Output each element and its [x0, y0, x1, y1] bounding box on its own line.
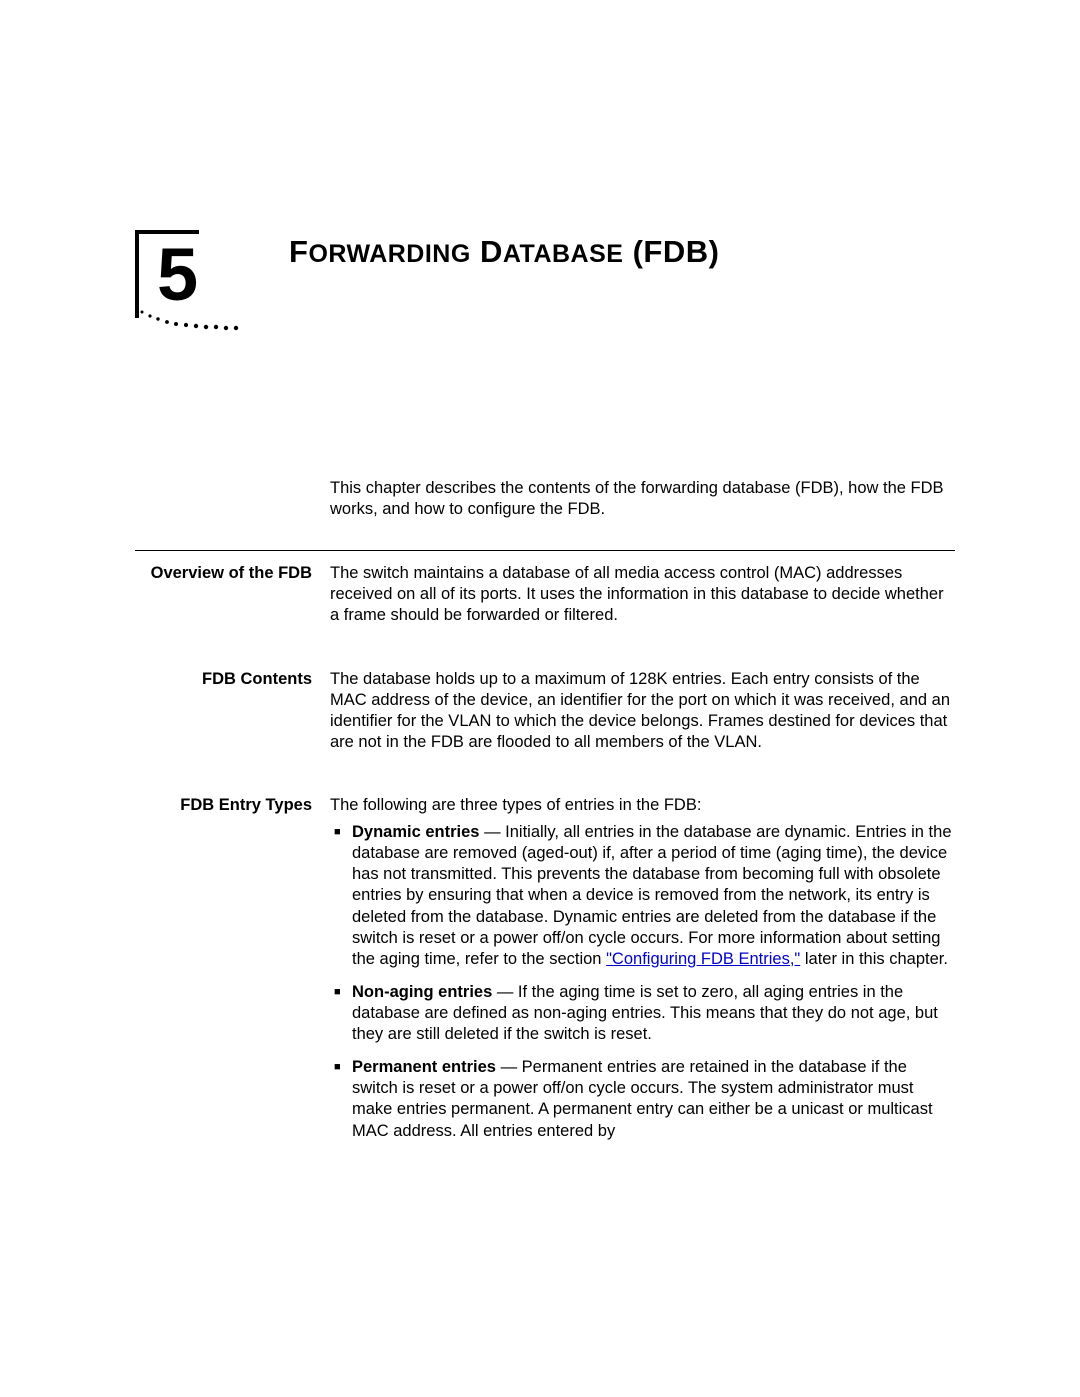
intro-row: This chapter describes the contents of t…	[135, 478, 955, 520]
list-item-text: Dynamic entries — Initially, all entries…	[352, 822, 955, 970]
entry-pre: — Initially, all entries in the database…	[352, 823, 952, 968]
body-content: This chapter describes the contents of t…	[135, 478, 955, 1172]
chapter-number-box: 5	[135, 230, 199, 318]
bullet-icon: ■	[330, 822, 352, 970]
document-page: 5 FORWARDING DATABASE (FDB) This chapter…	[0, 0, 1080, 1397]
fdb-entry-types-label: FDB Entry Types	[135, 795, 312, 816]
bullet-icon: ■	[330, 1057, 352, 1141]
entry-bold: Dynamic entries	[352, 823, 479, 841]
fdb-contents-label-col: FDB Contents	[135, 669, 330, 753]
dots-decoration-icon	[139, 308, 249, 336]
entry-bold: Permanent entries	[352, 1058, 496, 1076]
chapter-header: 5 FORWARDING DATABASE (FDB)	[135, 230, 955, 318]
bullet-icon: ■	[330, 982, 352, 1045]
fdb-entry-types-section: FDB Entry Types The following are three …	[135, 795, 955, 1154]
overview-section: Overview of the FDB The switch maintains…	[135, 563, 955, 626]
spacer	[135, 645, 955, 669]
intro-left-spacer	[135, 478, 330, 520]
fdb-contents-section: FDB Contents The database holds up to a …	[135, 669, 955, 753]
section-divider	[135, 550, 955, 551]
fdb-entry-types-label-col: FDB Entry Types	[135, 795, 330, 1154]
configuring-fdb-link[interactable]: "Configuring FDB Entries,"	[606, 950, 800, 968]
fdb-entry-types-body: The following are three types of entries…	[330, 795, 955, 1154]
list-item: ■ Permanent entries — Permanent entries …	[330, 1057, 955, 1141]
entry-post: later in this chapter.	[800, 950, 948, 968]
spacer	[135, 771, 955, 795]
list-item: ■ Non-aging entries — If the aging time …	[330, 982, 955, 1045]
chapter-number-block: 5	[135, 230, 199, 318]
list-item-text: Non-aging entries — If the aging time is…	[352, 982, 955, 1045]
list-item: ■ Dynamic entries — Initially, all entri…	[330, 822, 955, 970]
fdb-contents-label: FDB Contents	[135, 669, 312, 690]
fdb-contents-text: The database holds up to a maximum of 12…	[330, 669, 955, 753]
intro-text: This chapter describes the contents of t…	[330, 478, 955, 520]
fdb-entry-types-lead: The following are three types of entries…	[330, 795, 955, 816]
entry-bold: Non-aging entries	[352, 983, 492, 1001]
chapter-number: 5	[157, 238, 198, 312]
chapter-title: FORWARDING DATABASE (FDB)	[289, 234, 719, 270]
entry-types-list: ■ Dynamic entries — Initially, all entri…	[330, 822, 955, 1142]
overview-label-col: Overview of the FDB	[135, 563, 330, 626]
overview-label: Overview of the FDB	[135, 563, 312, 584]
list-item-text: Permanent entries — Permanent entries ar…	[352, 1057, 955, 1141]
overview-text: The switch maintains a database of all m…	[330, 563, 955, 626]
